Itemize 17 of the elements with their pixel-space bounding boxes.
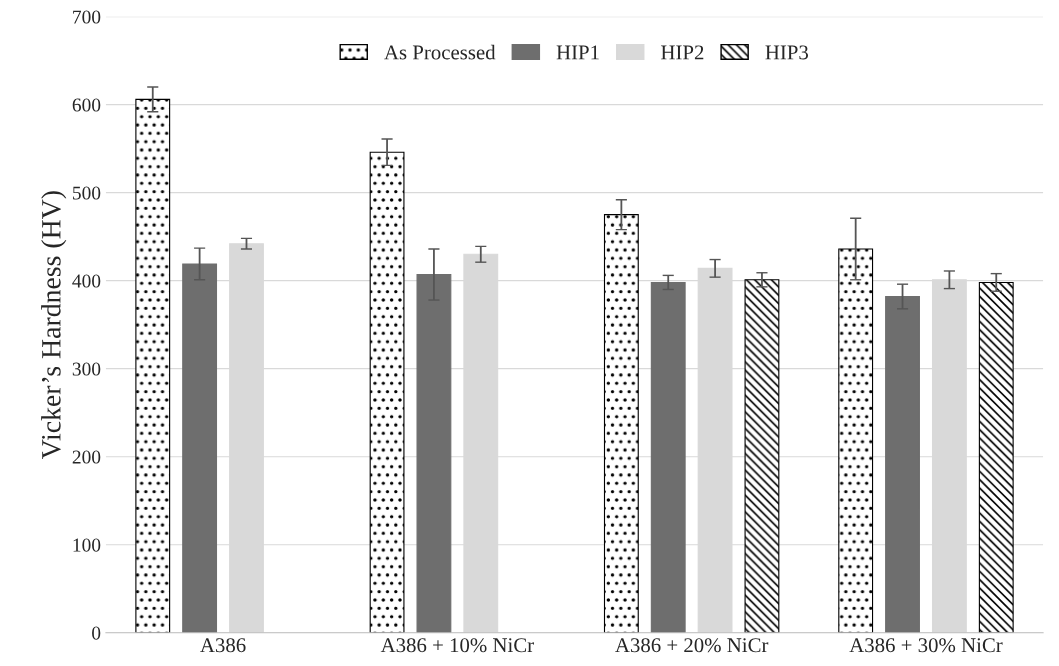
x-tick-label: A386 + 30% NiCr (849, 638, 1003, 653)
y-tick-label: 400 (72, 274, 101, 288)
y-tick-label: 700 (73, 10, 101, 24)
x-tick-label: A386 + 10% NiCr (380, 638, 534, 653)
x-tick-label: A386 (200, 638, 246, 653)
y-tick-label: 100 (73, 538, 101, 552)
x-tick-label: A386 + 20% NiCr (615, 638, 769, 653)
legend-label: As Processed (384, 44, 496, 60)
legend-label: HIP2 (661, 45, 704, 60)
y-tick-label: 0 (92, 626, 101, 640)
y-axis-title: Vicker’s Hardness (HV) (41, 191, 67, 460)
y-tick-label: 500 (73, 186, 101, 200)
y-tick-label: 200 (72, 450, 101, 464)
legend-label: HIP1 (556, 45, 599, 60)
legend-label: HIP3 (765, 45, 809, 60)
y-tick-label: 600 (72, 98, 101, 112)
y-tick-label: 300 (72, 362, 101, 376)
